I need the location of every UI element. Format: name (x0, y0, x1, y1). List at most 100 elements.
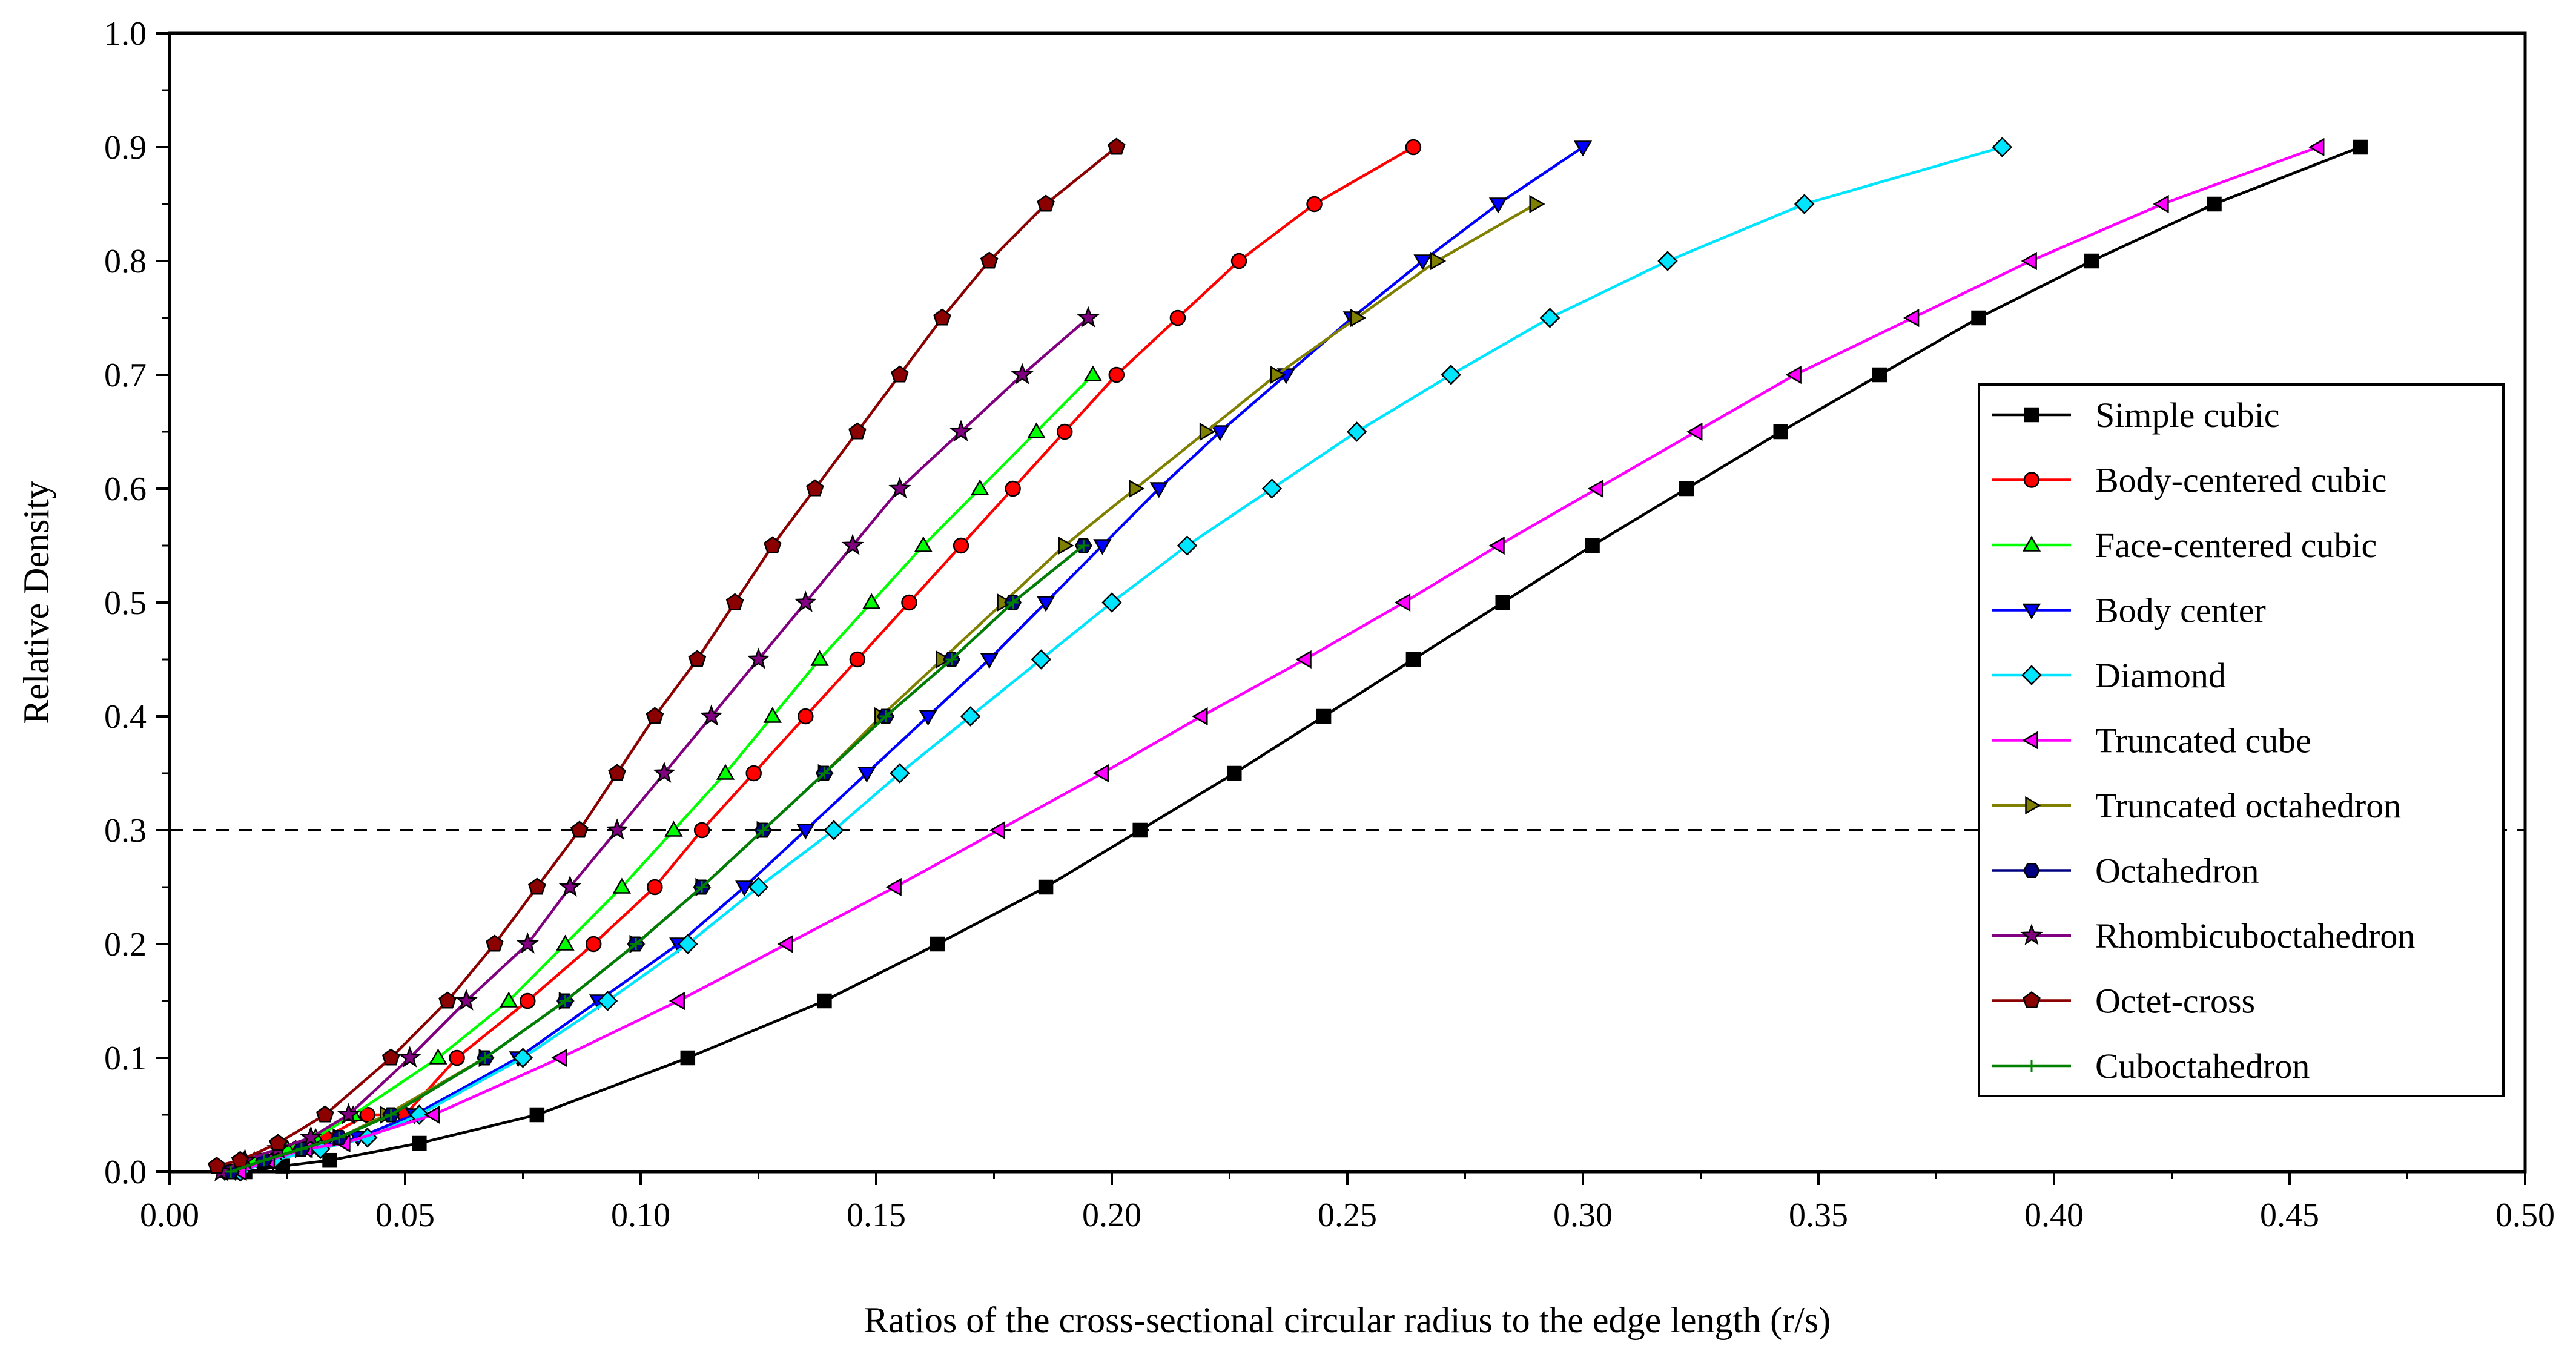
y-tick-label: 0.3 (104, 812, 147, 850)
data-point (980, 251, 999, 269)
y-tick-label: 0.6 (104, 470, 147, 508)
data-point (849, 651, 866, 668)
data-point (653, 761, 676, 783)
legend-marker (2024, 407, 2039, 423)
data-point (914, 536, 933, 552)
data-point (398, 1046, 421, 1068)
data-point (1169, 309, 1186, 326)
data-point (890, 763, 910, 784)
data-point (1686, 422, 1703, 441)
series-simple-cubic (237, 139, 2368, 1180)
series-octahedron (222, 538, 1092, 1180)
data-point (1316, 708, 1332, 724)
data-point (1037, 194, 1055, 212)
data-point (949, 420, 973, 441)
legend-label: Truncated cube (2095, 721, 2311, 761)
data-point (1210, 425, 1230, 441)
legend-marker (2023, 862, 2041, 879)
data-point (647, 879, 663, 896)
data-point (818, 767, 831, 779)
legend-marker (2025, 796, 2041, 815)
data-point (2021, 251, 2037, 271)
data-point (1011, 363, 1034, 385)
data-point (322, 1152, 337, 1168)
data-point (381, 1048, 400, 1066)
data-point (429, 1048, 447, 1065)
data-point (1430, 251, 1447, 271)
data-point (1199, 422, 1216, 441)
data-point (333, 1131, 346, 1144)
data-point (1872, 367, 1887, 383)
data-point (299, 1125, 322, 1147)
data-point (980, 653, 999, 669)
legend-marker (2022, 603, 2041, 619)
legend-marker (2026, 1060, 2038, 1072)
data-point (486, 934, 504, 952)
data-point (570, 820, 589, 838)
legend-label: Octet-cross (2095, 982, 2255, 1021)
data-point (1058, 536, 1074, 555)
data-point (669, 991, 685, 1011)
data-point (862, 593, 881, 609)
legend-entry: Body-centered cubic (1992, 461, 2387, 500)
series-octet-cross (208, 137, 1126, 1174)
series-line (230, 544, 1085, 1174)
y-tick-label: 0.1 (104, 1040, 147, 1077)
data-point (716, 764, 735, 780)
data-point (1679, 481, 1694, 497)
y-tick-label: 0.8 (104, 243, 147, 280)
legend-label: Cuboctahedron (2095, 1046, 2310, 1086)
data-point (1539, 308, 1560, 328)
data-point (1488, 197, 1508, 214)
data-point (953, 537, 969, 554)
data-point (1129, 479, 1145, 498)
legend-entry: Truncated octahedron (1992, 786, 2401, 825)
data-point (1101, 592, 1122, 613)
data-point (810, 650, 829, 666)
series-line (239, 145, 2319, 1174)
x-tick-label: 0.10 (611, 1197, 670, 1234)
x-tick-label: 0.00 (140, 1197, 199, 1234)
data-point (1227, 765, 1242, 781)
series-line (230, 544, 1085, 1174)
data-point (1495, 595, 1510, 610)
data-point (901, 594, 917, 611)
data-point (933, 308, 951, 326)
data-point (824, 820, 844, 840)
data-point (971, 479, 989, 495)
series-cuboctahedron (225, 540, 1090, 1178)
data-point (1192, 707, 1208, 726)
data-point (1006, 596, 1019, 609)
data-point (1083, 365, 1103, 381)
series-line (216, 146, 1118, 1167)
data-point (798, 708, 814, 725)
data-point (748, 877, 769, 897)
x-tick-label: 0.25 (1318, 1197, 1377, 1234)
data-point (848, 422, 867, 440)
legend-label: Diamond (2095, 656, 2226, 695)
data-point (696, 881, 708, 893)
data-point (1093, 539, 1112, 555)
x-tick-label: 0.30 (1553, 1197, 1613, 1234)
data-point (1794, 194, 1815, 214)
legend-label: Octahedron (2095, 851, 2259, 891)
data-point (1132, 822, 1148, 838)
data-point (841, 533, 864, 555)
data-point (2084, 253, 2099, 269)
series-truncated-octahedron (224, 194, 1545, 1181)
series-line (220, 317, 1089, 1174)
data-point (315, 1105, 334, 1123)
data-point (2207, 196, 2222, 212)
data-point (745, 765, 762, 782)
legend-entry: Rhombicuboctahedron (1992, 916, 2415, 956)
legend-entry: Body center (1992, 591, 2266, 630)
data-point (794, 590, 817, 612)
legend-marker (2023, 472, 2040, 488)
data-point (1350, 308, 1367, 328)
data-point (1031, 649, 1052, 670)
series-line (230, 203, 1537, 1174)
series-line (245, 145, 2361, 1174)
legend-entry: Octet-cross (1992, 982, 2255, 1021)
data-point (806, 479, 824, 497)
data-point (295, 1143, 308, 1155)
